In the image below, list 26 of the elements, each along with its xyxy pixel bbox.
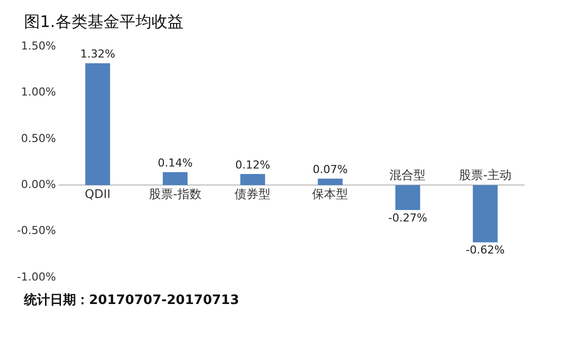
data-label: -0.27%: [388, 211, 428, 224]
text: 统计日期：20170707-20170713: [22, 292, 240, 309]
x-tick-label: 保本型: [312, 187, 348, 202]
y-tick-label: 0.00%: [20, 178, 56, 191]
y-tick-label: -0.50%: [16, 224, 56, 238]
data-label: -0.62%: [466, 244, 505, 257]
y-tick-label: -1.00%: [16, 270, 56, 284]
y-tick-label: 1.00%: [20, 86, 56, 99]
x-tick-label: 混合型: [390, 168, 426, 182]
bar: [395, 185, 420, 210]
x-tick-label: 股票-主动: [459, 168, 512, 182]
data-label: 0.12%: [235, 158, 270, 172]
x-tick-label: 债券型: [234, 187, 271, 202]
y-tick-label: 0.50%: [20, 132, 56, 145]
bar: [240, 174, 266, 186]
x-tick-label: QDII: [84, 187, 111, 202]
data-label: 0.14%: [158, 156, 193, 170]
data-label: 0.07%: [312, 162, 348, 176]
y-tick-label: 1.50%: [20, 39, 56, 52]
bar: [162, 172, 188, 186]
bar: [318, 178, 343, 186]
chart-title: 图1.各类基金平均收益: [23, 11, 184, 33]
x-tick-label: 股票-指数: [149, 187, 202, 202]
data-label: 1.32%: [80, 48, 116, 61]
bar: [472, 185, 498, 242]
bar: [85, 63, 110, 186]
